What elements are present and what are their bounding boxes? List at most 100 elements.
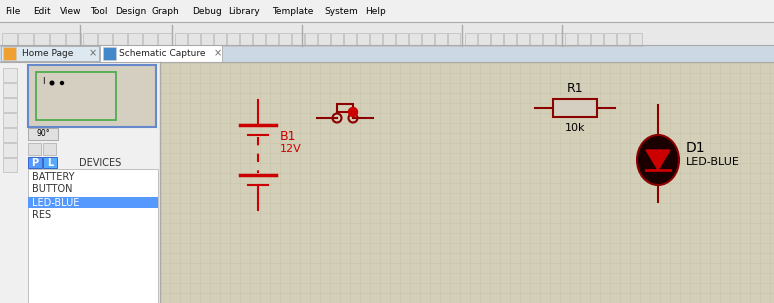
- Text: BATTERY: BATTERY: [32, 171, 74, 181]
- Text: I: I: [42, 78, 44, 86]
- FancyBboxPatch shape: [304, 32, 317, 45]
- Text: R1: R1: [567, 82, 584, 95]
- FancyBboxPatch shape: [629, 32, 642, 45]
- FancyBboxPatch shape: [2, 112, 16, 126]
- FancyBboxPatch shape: [382, 32, 395, 45]
- FancyBboxPatch shape: [604, 32, 615, 45]
- FancyBboxPatch shape: [491, 32, 502, 45]
- FancyBboxPatch shape: [128, 32, 142, 46]
- Text: File: File: [5, 8, 20, 16]
- FancyBboxPatch shape: [227, 32, 238, 45]
- FancyBboxPatch shape: [591, 32, 602, 45]
- FancyBboxPatch shape: [36, 72, 116, 120]
- FancyBboxPatch shape: [2, 128, 16, 142]
- Text: BUTTON: BUTTON: [32, 185, 73, 195]
- FancyBboxPatch shape: [317, 32, 330, 45]
- FancyBboxPatch shape: [0, 22, 774, 45]
- FancyBboxPatch shape: [239, 32, 252, 45]
- FancyBboxPatch shape: [617, 32, 628, 45]
- FancyBboxPatch shape: [0, 45, 774, 62]
- Text: 10k: 10k: [565, 123, 585, 133]
- FancyBboxPatch shape: [28, 65, 156, 127]
- FancyBboxPatch shape: [142, 32, 156, 46]
- FancyBboxPatch shape: [252, 32, 265, 45]
- Text: Debug: Debug: [192, 8, 221, 16]
- FancyBboxPatch shape: [160, 62, 774, 303]
- FancyBboxPatch shape: [157, 32, 172, 46]
- Text: Schematic Capture: Schematic Capture: [119, 49, 206, 58]
- Text: P: P: [32, 158, 39, 168]
- FancyBboxPatch shape: [103, 47, 116, 60]
- Text: RES: RES: [32, 211, 51, 221]
- FancyBboxPatch shape: [464, 32, 477, 45]
- Text: View: View: [60, 8, 81, 16]
- FancyBboxPatch shape: [337, 104, 353, 112]
- FancyBboxPatch shape: [577, 32, 590, 45]
- FancyBboxPatch shape: [214, 32, 225, 45]
- FancyBboxPatch shape: [279, 32, 290, 45]
- Circle shape: [60, 82, 63, 85]
- FancyBboxPatch shape: [292, 32, 303, 45]
- Text: ×: ×: [89, 48, 97, 58]
- FancyBboxPatch shape: [174, 32, 187, 45]
- FancyBboxPatch shape: [516, 32, 529, 45]
- FancyBboxPatch shape: [564, 32, 577, 45]
- FancyBboxPatch shape: [2, 82, 16, 96]
- Text: System: System: [324, 8, 358, 16]
- FancyBboxPatch shape: [409, 32, 420, 45]
- FancyBboxPatch shape: [2, 158, 16, 171]
- FancyBboxPatch shape: [478, 32, 489, 45]
- FancyBboxPatch shape: [187, 32, 200, 45]
- FancyBboxPatch shape: [43, 157, 57, 168]
- FancyBboxPatch shape: [28, 197, 158, 208]
- FancyBboxPatch shape: [18, 32, 33, 46]
- FancyBboxPatch shape: [2, 32, 16, 46]
- FancyBboxPatch shape: [556, 32, 567, 45]
- Text: DEVICES: DEVICES: [79, 158, 121, 168]
- Text: 12V: 12V: [280, 144, 302, 154]
- FancyBboxPatch shape: [28, 143, 41, 155]
- FancyBboxPatch shape: [422, 32, 433, 45]
- FancyBboxPatch shape: [330, 32, 343, 45]
- FancyBboxPatch shape: [112, 32, 126, 46]
- FancyBboxPatch shape: [369, 32, 382, 45]
- FancyBboxPatch shape: [396, 32, 407, 45]
- FancyBboxPatch shape: [83, 32, 97, 46]
- Text: LED-BLUE: LED-BLUE: [32, 198, 80, 208]
- FancyBboxPatch shape: [98, 32, 111, 46]
- Text: Graph: Graph: [152, 8, 180, 16]
- Text: Design: Design: [115, 8, 146, 16]
- FancyBboxPatch shape: [344, 32, 355, 45]
- FancyBboxPatch shape: [434, 32, 447, 45]
- Text: 90°: 90°: [36, 129, 50, 138]
- FancyBboxPatch shape: [33, 32, 49, 46]
- Text: Tool: Tool: [90, 8, 108, 16]
- FancyBboxPatch shape: [0, 62, 160, 303]
- Text: ×: ×: [214, 48, 222, 58]
- Text: Template: Template: [272, 8, 313, 16]
- Text: Library: Library: [228, 8, 260, 16]
- Text: Help: Help: [365, 8, 385, 16]
- Text: Home Page: Home Page: [22, 49, 74, 58]
- Text: Edit: Edit: [33, 8, 50, 16]
- FancyBboxPatch shape: [265, 32, 278, 45]
- FancyBboxPatch shape: [28, 169, 158, 303]
- FancyBboxPatch shape: [2, 68, 16, 82]
- FancyBboxPatch shape: [447, 32, 460, 45]
- FancyBboxPatch shape: [50, 32, 64, 46]
- Text: L: L: [47, 158, 53, 168]
- FancyBboxPatch shape: [553, 99, 597, 117]
- FancyBboxPatch shape: [357, 32, 368, 45]
- FancyBboxPatch shape: [66, 32, 80, 46]
- FancyBboxPatch shape: [28, 128, 58, 140]
- Text: B1: B1: [280, 131, 296, 144]
- FancyBboxPatch shape: [1, 46, 99, 61]
- FancyBboxPatch shape: [543, 32, 554, 45]
- Text: LED-BLUE: LED-BLUE: [686, 157, 740, 167]
- FancyBboxPatch shape: [28, 157, 42, 168]
- FancyBboxPatch shape: [529, 32, 542, 45]
- FancyBboxPatch shape: [3, 47, 16, 60]
- Text: D1: D1: [686, 141, 706, 155]
- FancyBboxPatch shape: [200, 32, 213, 45]
- Circle shape: [348, 108, 358, 116]
